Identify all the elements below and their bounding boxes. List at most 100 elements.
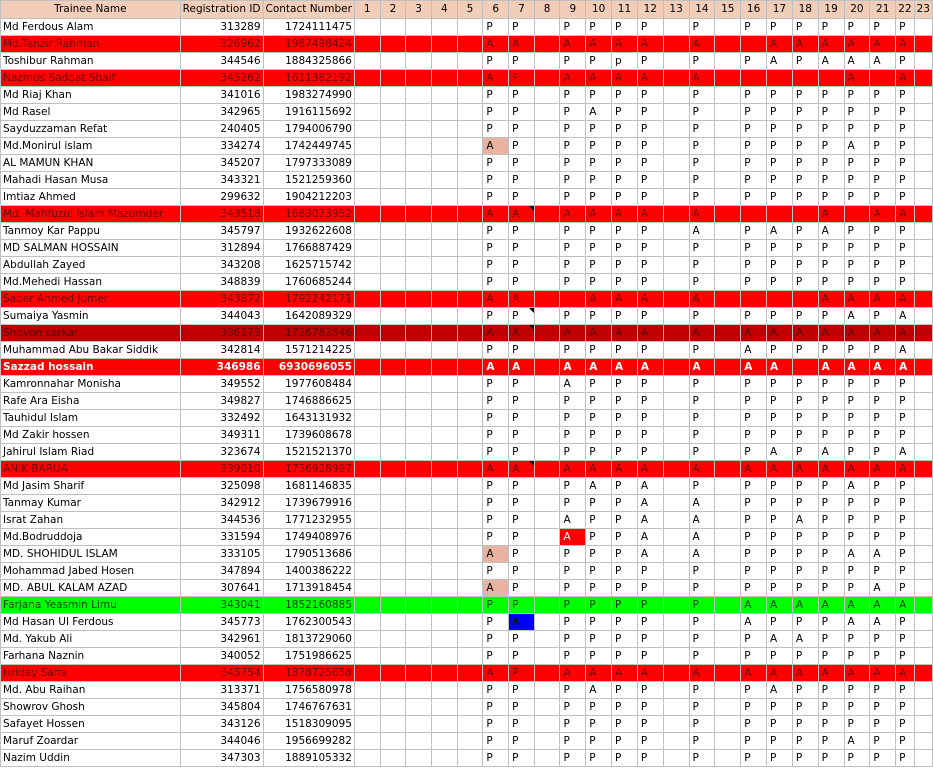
attendance-cell-day-21[interactable]: P <box>869 562 897 580</box>
attendance-cell-day-9[interactable]: P <box>559 409 587 427</box>
attendance-cell-day-15[interactable] <box>714 460 742 478</box>
attendance-cell-day-23[interactable] <box>913 222 933 240</box>
attendance-cell-day-4[interactable] <box>430 715 458 733</box>
attendance-cell-day-12[interactable]: A <box>636 460 664 478</box>
attendance-cell-day-4[interactable] <box>430 613 458 631</box>
registration-id-cell[interactable]: 334274 <box>179 137 264 155</box>
column-header-day-11[interactable]: 11 <box>611 0 638 19</box>
attendance-cell-day-17[interactable]: P <box>766 273 793 291</box>
attendance-cell-day-13[interactable] <box>662 307 690 325</box>
attendance-cell-day-2[interactable] <box>379 392 407 410</box>
trainee-name-cell[interactable]: Showrov Ghosh <box>0 698 181 716</box>
attendance-cell-day-19[interactable]: P <box>817 392 845 410</box>
attendance-cell-day-17[interactable]: P <box>766 341 793 359</box>
attendance-cell-day-1[interactable] <box>353 120 381 138</box>
trainee-name-cell[interactable]: Sazzad hossain <box>0 358 181 376</box>
attendance-cell-day-13[interactable] <box>662 35 690 53</box>
attendance-cell-day-3[interactable] <box>405 324 432 342</box>
attendance-cell-day-15[interactable] <box>714 154 742 172</box>
attendance-cell-day-16[interactable]: P <box>740 562 768 580</box>
attendance-cell-day-9[interactable]: A <box>559 511 587 529</box>
attendance-cell-day-13[interactable] <box>662 749 690 767</box>
attendance-cell-day-1[interactable] <box>353 545 381 563</box>
attendance-cell-day-5[interactable] <box>456 545 484 563</box>
attendance-cell-day-20[interactable]: P <box>843 273 871 291</box>
attendance-cell-day-6[interactable]: P <box>482 222 510 240</box>
attendance-cell-day-22[interactable]: P <box>895 239 915 257</box>
attendance-cell-day-22[interactable]: P <box>895 698 915 716</box>
trainee-name-cell[interactable]: Farjana Yeasmin Limu <box>0 596 181 614</box>
attendance-cell-day-12[interactable]: P <box>636 681 664 699</box>
attendance-cell-day-1[interactable] <box>353 324 381 342</box>
attendance-cell-day-16[interactable]: P <box>740 511 768 529</box>
attendance-cell-day-18[interactable]: P <box>791 137 819 155</box>
attendance-cell-day-17[interactable]: P <box>766 103 793 121</box>
attendance-cell-day-3[interactable] <box>405 511 432 529</box>
attendance-cell-day-15[interactable] <box>714 664 742 682</box>
attendance-cell-day-3[interactable] <box>405 35 432 53</box>
attendance-cell-day-10[interactable]: P <box>585 562 613 580</box>
attendance-cell-day-7[interactable]: P <box>508 307 535 325</box>
attendance-cell-day-18[interactable]: P <box>791 426 819 444</box>
attendance-cell-day-12[interactable]: P <box>636 86 664 104</box>
attendance-cell-day-11[interactable]: P <box>611 120 638 138</box>
attendance-cell-day-9[interactable]: A <box>559 358 587 376</box>
attendance-cell-day-22[interactable]: P <box>895 171 915 189</box>
attendance-cell-day-23[interactable] <box>913 375 933 393</box>
attendance-cell-day-9[interactable]: P <box>559 630 587 648</box>
attendance-cell-day-4[interactable] <box>430 596 458 614</box>
attendance-cell-day-13[interactable] <box>662 341 690 359</box>
attendance-cell-day-21[interactable]: A <box>869 290 897 308</box>
attendance-cell-day-1[interactable] <box>353 511 381 529</box>
attendance-cell-day-2[interactable] <box>379 103 407 121</box>
attendance-cell-day-16[interactable]: P <box>740 630 768 648</box>
attendance-cell-day-18[interactable]: P <box>791 613 819 631</box>
attendance-cell-day-10[interactable]: P <box>585 341 613 359</box>
attendance-cell-day-20[interactable]: P <box>843 375 871 393</box>
attendance-cell-day-17[interactable]: P <box>766 256 793 274</box>
attendance-cell-day-18[interactable]: P <box>791 154 819 172</box>
attendance-cell-day-9[interactable]: P <box>559 307 587 325</box>
attendance-cell-day-13[interactable] <box>662 409 690 427</box>
attendance-cell-day-8[interactable] <box>533 35 561 53</box>
attendance-cell-day-7[interactable]: P <box>508 647 535 665</box>
attendance-cell-day-5[interactable] <box>456 392 484 410</box>
attendance-cell-day-21[interactable]: P <box>869 103 897 121</box>
registration-id-cell[interactable]: 342814 <box>179 341 264 359</box>
attendance-cell-day-5[interactable] <box>456 137 484 155</box>
attendance-cell-day-10[interactable]: A <box>585 460 613 478</box>
attendance-cell-day-13[interactable] <box>662 324 690 342</box>
attendance-cell-day-23[interactable] <box>913 358 933 376</box>
attendance-cell-day-21[interactable]: P <box>869 120 897 138</box>
attendance-cell-day-9[interactable]: A <box>559 528 587 546</box>
attendance-cell-day-22[interactable]: P <box>895 154 915 172</box>
attendance-cell-day-13[interactable] <box>662 103 690 121</box>
attendance-cell-day-6[interactable]: P <box>482 596 510 614</box>
contact-number-cell[interactable]: 1521521370 <box>262 443 355 461</box>
contact-number-cell[interactable]: 1521259360 <box>262 171 355 189</box>
attendance-cell-day-20[interactable]: A <box>843 460 871 478</box>
attendance-cell-day-10[interactable]: P <box>585 154 613 172</box>
attendance-cell-day-22[interactable]: A <box>895 596 915 614</box>
contact-number-cell[interactable]: 1742449745 <box>262 137 355 155</box>
attendance-cell-day-20[interactable]: P <box>843 409 871 427</box>
attendance-cell-day-10[interactable]: P <box>585 511 613 529</box>
attendance-cell-day-8[interactable] <box>533 188 561 206</box>
contact-number-cell[interactable]: 1642089329 <box>262 307 355 325</box>
attendance-cell-day-18[interactable]: P <box>791 188 819 206</box>
attendance-cell-day-23[interactable] <box>913 239 933 257</box>
attendance-cell-day-19[interactable]: P <box>817 698 845 716</box>
attendance-cell-day-6[interactable]: P <box>482 52 510 70</box>
attendance-cell-day-1[interactable] <box>353 154 381 172</box>
attendance-cell-day-19[interactable]: A <box>817 443 845 461</box>
attendance-cell-day-4[interactable] <box>430 664 458 682</box>
attendance-cell-day-13[interactable] <box>662 426 690 444</box>
trainee-name-cell[interactable]: Jahirul Islam Riad <box>0 443 181 461</box>
attendance-cell-day-14[interactable]: A <box>688 222 716 240</box>
attendance-cell-day-20[interactable]: P <box>843 86 871 104</box>
attendance-cell-day-1[interactable] <box>353 477 381 495</box>
trainee-name-cell[interactable]: Md Ferdous Alam <box>0 18 181 36</box>
trainee-name-cell[interactable]: Md.Bodruddoja <box>0 528 181 546</box>
attendance-cell-day-16[interactable]: P <box>740 392 768 410</box>
attendance-cell-day-16[interactable]: P <box>740 239 768 257</box>
